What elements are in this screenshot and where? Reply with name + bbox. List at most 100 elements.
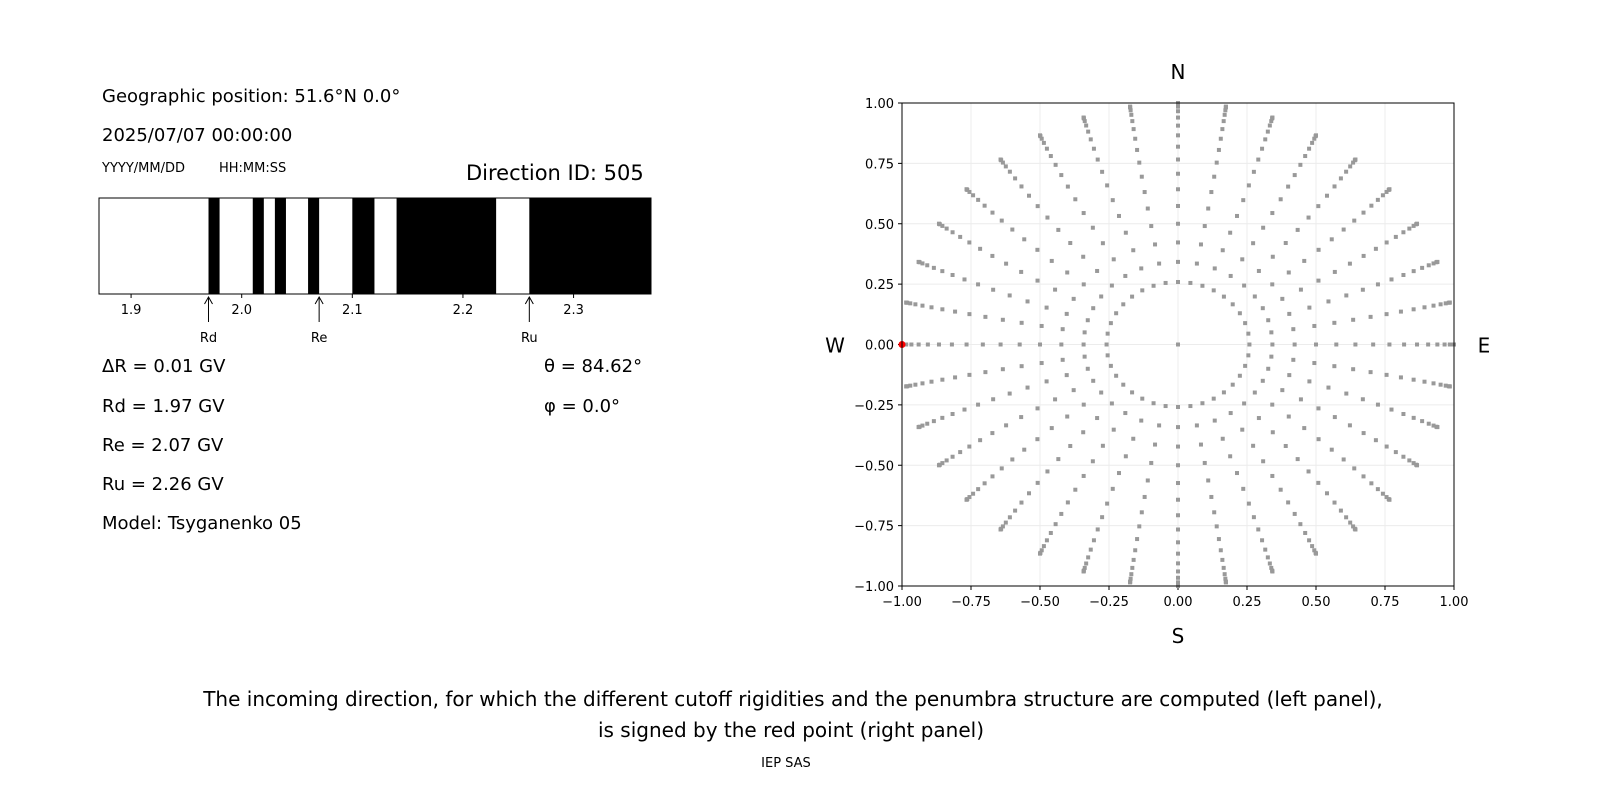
- direction-point: [1198, 442, 1203, 447]
- rd-value: Rd = 1.97 GV: [102, 396, 225, 417]
- direction-point: [916, 425, 921, 430]
- direction-point: [976, 402, 981, 407]
- direction-point: [998, 342, 1003, 347]
- direction-point: [1209, 190, 1214, 195]
- direction-point: [904, 384, 909, 389]
- direction-point: [1084, 561, 1089, 566]
- direction-point: [1324, 491, 1329, 496]
- direction-point: [1375, 402, 1380, 407]
- direction-point: [1145, 206, 1150, 211]
- direction-point: [1267, 123, 1272, 128]
- direction-point: [990, 210, 995, 215]
- direction-point: [950, 454, 955, 459]
- direction-point: [1035, 204, 1040, 209]
- direction-point: [958, 450, 963, 455]
- direction-point: [1114, 311, 1119, 316]
- direction-point: [1393, 234, 1398, 239]
- direction-point: [1361, 210, 1366, 215]
- direction-point: [1221, 294, 1226, 299]
- direction-point: [1415, 221, 1420, 226]
- direction-point: [1065, 270, 1070, 275]
- caption-line-2: is signed by the red point (right panel): [597, 718, 985, 742]
- direction-point: [1220, 436, 1225, 441]
- marker-label-re: Re: [311, 331, 327, 346]
- direction-point: [1157, 261, 1162, 266]
- direction-point: [1176, 580, 1180, 585]
- direction-point: [1130, 119, 1135, 124]
- forbidden-band: [396, 198, 497, 294]
- direction-point: [1237, 311, 1242, 316]
- direction-point: [1091, 146, 1096, 151]
- direction-point: [931, 419, 936, 424]
- direction-point: [1435, 425, 1440, 430]
- direction-point: [967, 372, 972, 377]
- forbidden-band: [308, 198, 320, 294]
- direction-point: [990, 474, 995, 479]
- direction-point: [1045, 469, 1050, 474]
- direction-point: [1278, 197, 1283, 202]
- direction-point: [1326, 385, 1331, 390]
- direction-point: [1431, 261, 1436, 266]
- direction-point: [1426, 342, 1431, 347]
- direction-point: [1401, 411, 1406, 416]
- direction-point: [950, 273, 955, 278]
- direction-point: [1019, 415, 1024, 420]
- direction-point: [1302, 258, 1307, 263]
- direction-point: [1269, 330, 1274, 335]
- direction-point: [958, 234, 963, 239]
- direction-point: [1003, 520, 1008, 525]
- direction-point: [1307, 379, 1312, 384]
- direction-point: [940, 461, 945, 466]
- y-tick-label: −1.00: [854, 580, 894, 595]
- direction-point: [1045, 215, 1050, 220]
- direction-point: [967, 240, 972, 245]
- x-tick-label: 2.2: [453, 303, 474, 318]
- direction-point: [1130, 565, 1135, 570]
- direction-point: [1329, 447, 1334, 452]
- direction-point: [1316, 437, 1321, 442]
- direction-point: [1214, 524, 1219, 529]
- direction-point: [1361, 431, 1366, 436]
- direction-point: [1121, 382, 1126, 387]
- direction-point: [964, 342, 969, 347]
- direction-point: [1128, 104, 1133, 109]
- direction-point: [1019, 500, 1024, 505]
- direction-point: [1044, 538, 1049, 543]
- direction-point: [1443, 301, 1448, 306]
- direction-point: [1153, 442, 1158, 447]
- direction-point: [962, 277, 967, 282]
- direction-point: [1019, 320, 1024, 325]
- direction-point: [1230, 302, 1235, 307]
- direction-point: [1128, 576, 1133, 581]
- direction-point: [1104, 342, 1109, 347]
- direction-point: [1312, 136, 1317, 141]
- direction-point: [976, 282, 981, 287]
- direction-point: [1375, 487, 1380, 492]
- direction-point: [1105, 331, 1110, 336]
- direction-point: [1068, 443, 1073, 448]
- direction-point: [1286, 184, 1291, 189]
- direction-point: [1135, 147, 1140, 152]
- direction-point: [1065, 500, 1070, 505]
- direction-point: [1163, 404, 1168, 409]
- direction-point: [1116, 471, 1121, 476]
- direction-point: [1384, 189, 1389, 194]
- direction-point: [950, 411, 955, 416]
- direction-point: [1053, 522, 1058, 527]
- direction-point: [1241, 198, 1246, 203]
- direction-point: [1270, 254, 1275, 259]
- direction-point: [1384, 444, 1389, 449]
- direction-point: [1000, 317, 1005, 322]
- direction-point: [1053, 287, 1058, 292]
- direction-point: [1384, 312, 1389, 317]
- direction-point: [1202, 460, 1207, 465]
- direction-point: [1256, 157, 1261, 162]
- direction-point: [1176, 513, 1180, 518]
- direction-point: [1123, 411, 1128, 416]
- caption-line-1: The incoming direction, for which the di…: [203, 687, 1383, 711]
- direction-point: [1246, 353, 1251, 358]
- direction-point: [1149, 224, 1154, 229]
- direction-point: [1003, 164, 1008, 169]
- direction-point: [916, 259, 921, 264]
- direction-point: [1398, 309, 1403, 314]
